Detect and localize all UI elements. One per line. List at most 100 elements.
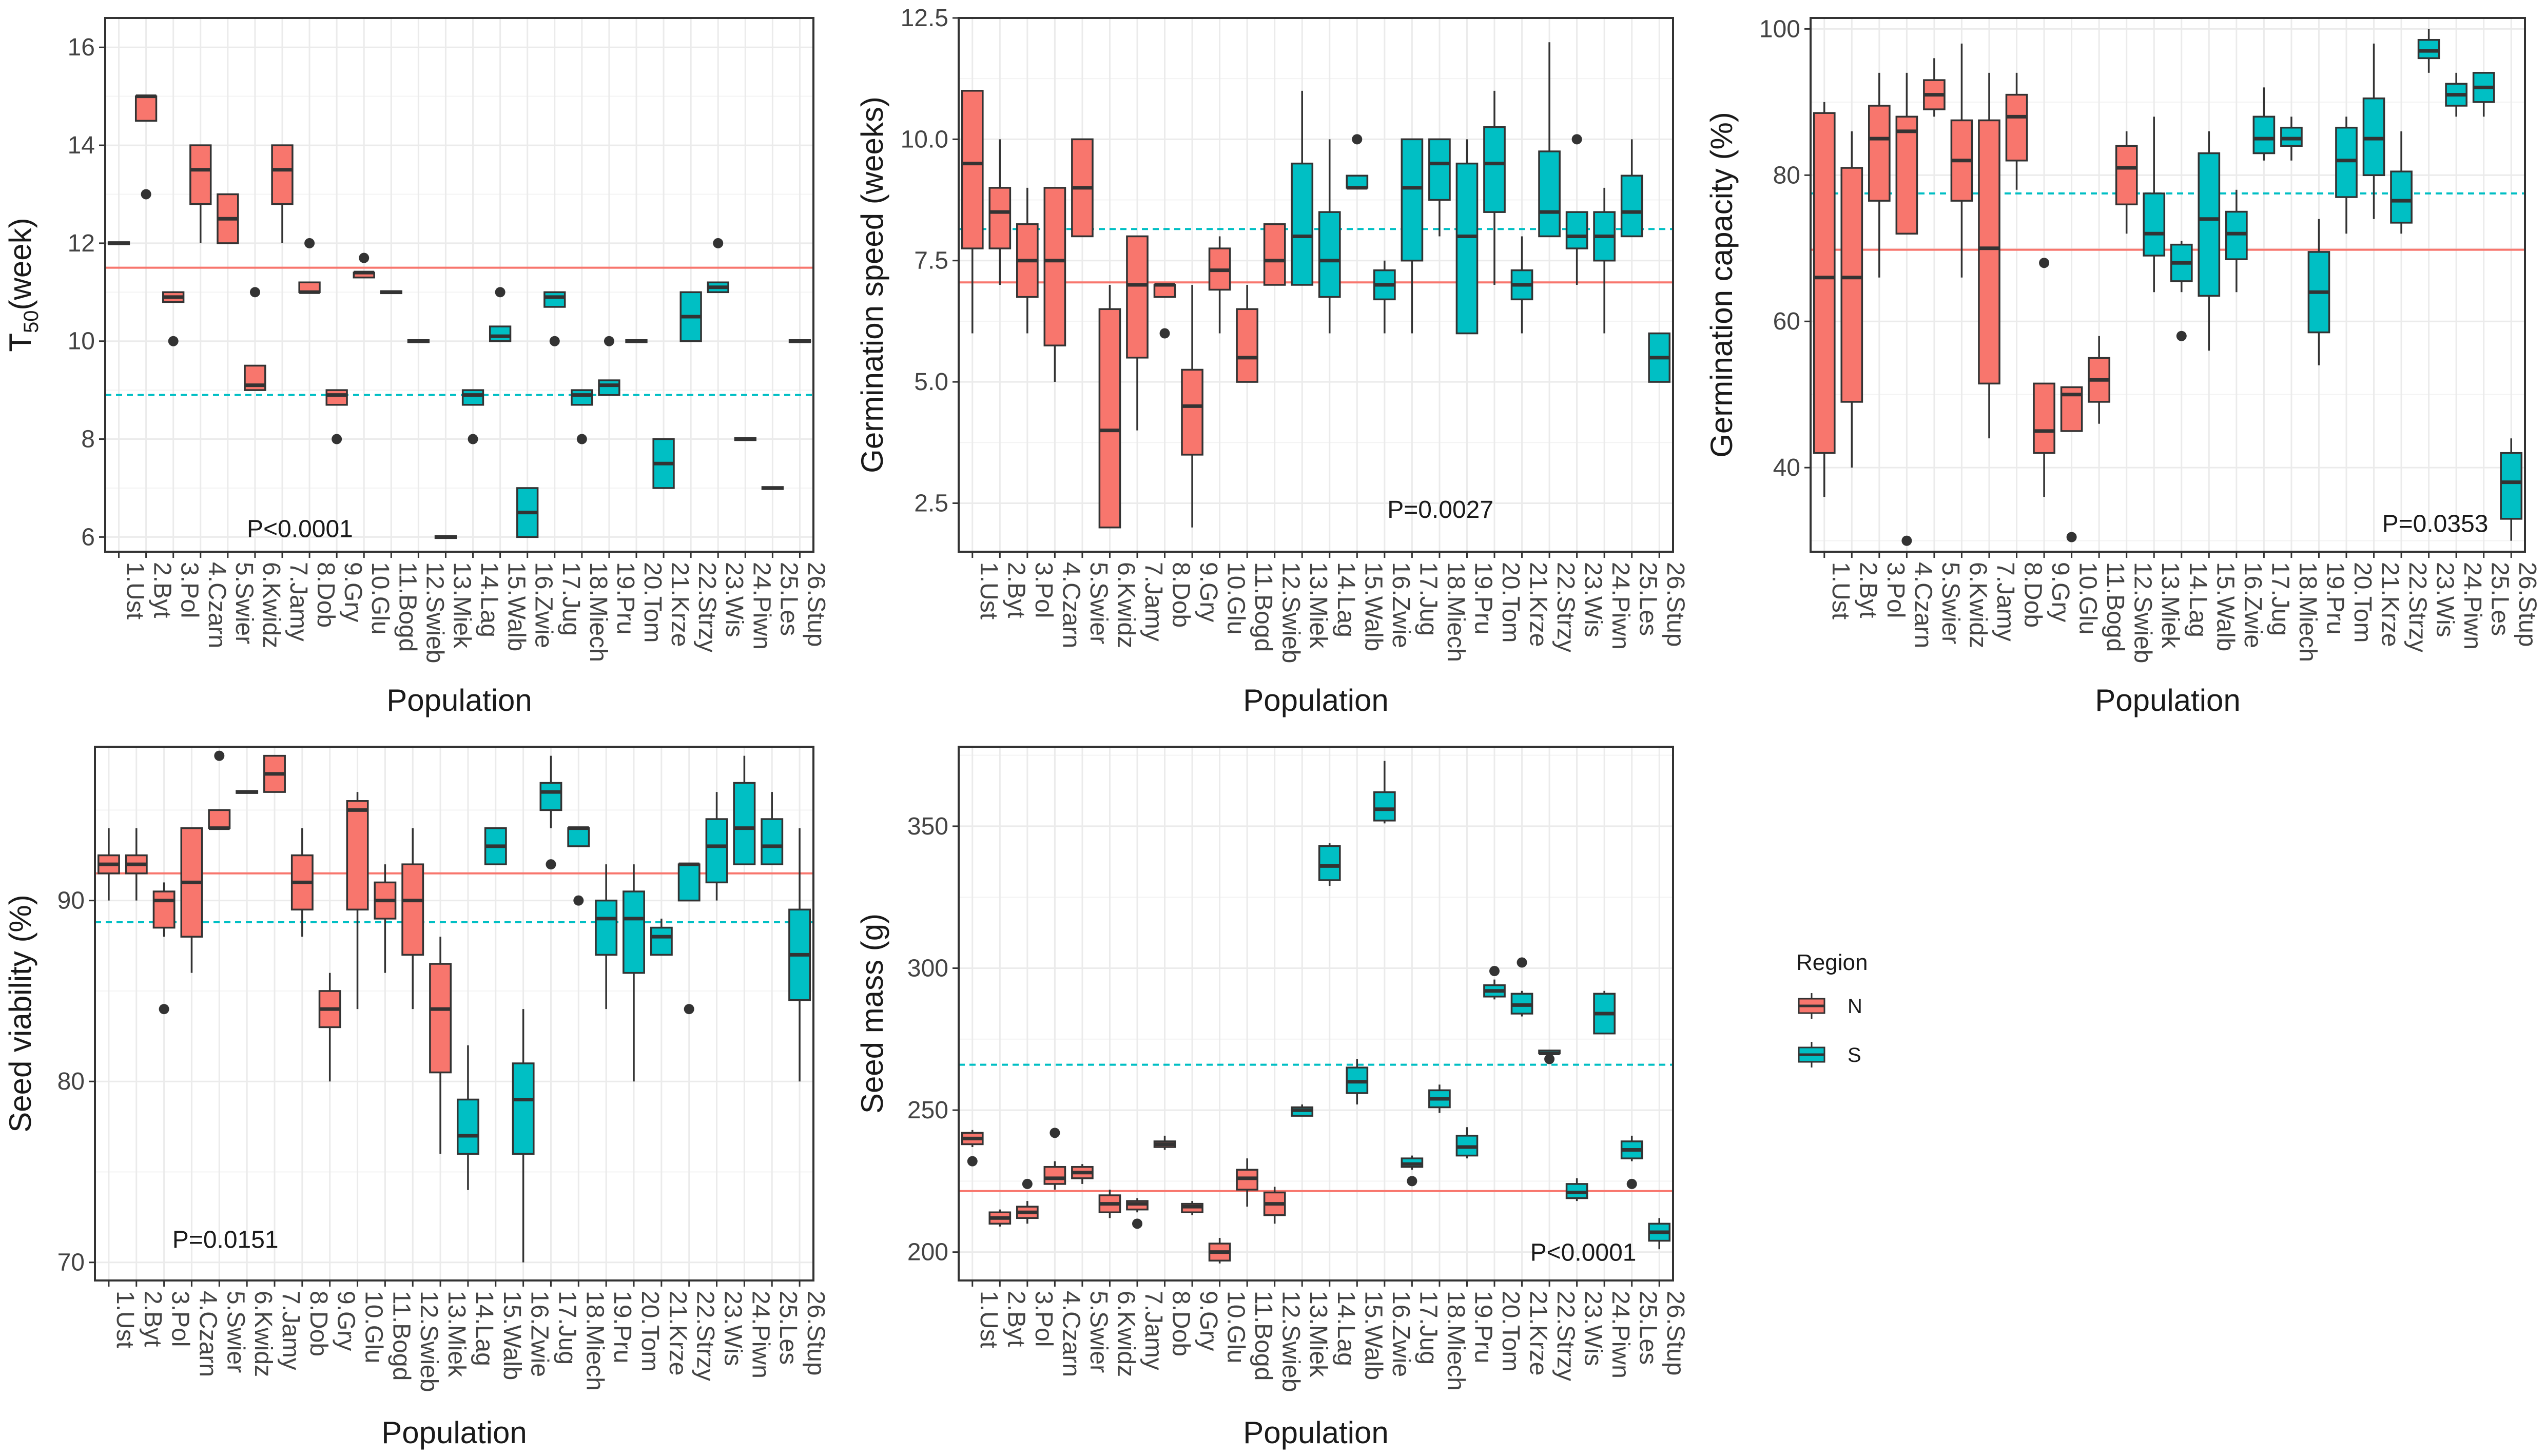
box-22.Strzy (679, 291, 702, 342)
x-tick-label: 26.Stup (2514, 562, 2541, 647)
x-tick-label: 8.Dob (1168, 562, 1195, 628)
x-tick-label: 26.Stup (802, 562, 829, 647)
x-tick-label: 2.Byt (1854, 562, 1881, 618)
x-tick-label: 26.Stup (1662, 562, 1689, 647)
x-tick-label: 7.Jamy (277, 1291, 304, 1370)
y-axis-title: Seed viability (%) (3, 895, 37, 1133)
box-22.Strzy (1538, 1050, 1561, 1064)
box-16.Zwie (512, 1009, 535, 1263)
y-tick-label: 5.0 (914, 368, 948, 396)
y-tick-label: 12.5 (901, 5, 948, 32)
outlier-point (1050, 1128, 1060, 1138)
box-1.Ust (961, 1130, 984, 1167)
chart-panel-4: 70 80 90 1.Ust 2.Byt 3.Pol 4.Czarn 5.Swier 6.Kwi… (3, 746, 829, 1450)
box-body (650, 926, 673, 956)
box-body (208, 809, 231, 829)
box-17.Jug (1401, 138, 1424, 334)
box-18.Miech (1428, 1084, 1451, 1113)
x-tick-label: 21.Krze (666, 562, 693, 647)
outlier-point (967, 1156, 978, 1167)
x-tick-label: 25.Les (775, 562, 802, 636)
x-tick-label: 26.Stup (1662, 1291, 1689, 1375)
x-tick-label: 4.Czarn (1057, 562, 1084, 648)
box-3.Pol (1016, 187, 1039, 334)
outlier-point (1571, 134, 1582, 145)
x-tick-label: 8.Dob (2019, 562, 2047, 628)
x-tick-label: 21.Krze (1525, 1291, 1552, 1375)
box-17.Jug (1401, 1155, 1424, 1187)
panel-border (1810, 17, 2526, 553)
box-2.Byt (1840, 131, 1863, 468)
box-5.Swier (1071, 138, 1094, 238)
x-tick-label: 20.Tom (639, 562, 666, 643)
x-tick-label: 14.Lag (1332, 1291, 1359, 1366)
box-23.Wis (2417, 29, 2440, 73)
outlier-point (1517, 957, 1527, 968)
box-2.Byt (125, 828, 148, 901)
box-7.Jamy (1126, 235, 1149, 431)
box-3.Pol (152, 882, 176, 1015)
box-body (1318, 845, 1341, 881)
box-26.Stup (788, 828, 811, 1082)
box-body (2115, 145, 2138, 206)
box-22.Strzy (2390, 131, 2413, 234)
y-tick-label: 10.0 (901, 126, 948, 153)
box-26.Stup (2500, 438, 2523, 541)
outlier-point (1159, 328, 1170, 339)
x-tick-label: 10.Glu (360, 1291, 387, 1363)
box-6.Kwidz (244, 287, 266, 391)
box-body (1098, 308, 1121, 529)
box-2.Byt (134, 94, 158, 200)
x-tick-label: 6.Kwidz (1112, 1291, 1139, 1377)
x-tick-label: 17.Jug (553, 1291, 580, 1365)
box-body (1373, 791, 1396, 822)
outlier-point (2039, 258, 2050, 268)
outlier-point (1626, 1178, 1637, 1189)
x-tick-label: 4.Czarn (1057, 1291, 1084, 1377)
x-axis-title: Population (1243, 683, 1389, 717)
box-23.Wis (1565, 134, 1588, 285)
x-tick-label: 18.Miech (585, 562, 612, 662)
box-body (346, 800, 369, 911)
box-body (1538, 150, 1561, 238)
box-13.Miek (434, 535, 457, 539)
box-body (1620, 174, 1643, 238)
x-tick-label: 22.Strzy (2404, 562, 2431, 652)
box-2.Byt (988, 1209, 1012, 1227)
x-tick-label: 24.Piwn (748, 562, 775, 650)
box-20.Tom (625, 339, 648, 343)
x-tick-label: 1.Ust (1827, 562, 1854, 619)
outlier-point (159, 1004, 169, 1015)
box-12.Swieb (407, 339, 430, 343)
box-body (1126, 235, 1149, 359)
x-tick-label: 5.Swier (222, 1291, 249, 1373)
box-20.Tom (623, 864, 645, 1082)
y-tick-label: 70 (57, 1249, 85, 1276)
y-tick-label: 16 (68, 34, 95, 61)
x-tick-label: 8.Dob (312, 562, 339, 628)
box-9.Gry (2033, 258, 2055, 497)
box-body (1978, 119, 2000, 385)
x-tick-label: 5.Swier (1085, 1291, 1112, 1373)
x-axis-title: Population (1243, 1415, 1389, 1450)
box-1.Ust (961, 90, 984, 334)
box-15.Walb (1346, 1059, 1369, 1105)
y-tick-label: 200 (907, 1239, 948, 1266)
x-tick-label: 23.Wis (720, 1291, 747, 1366)
box-22.Strzy (1538, 42, 1561, 238)
y-tick-label: 14 (68, 132, 95, 159)
box-21.Krze (650, 918, 673, 956)
box-body (705, 818, 728, 884)
x-tick-label: 4.Czarn (1909, 562, 1936, 648)
x-tick-label: 1.Ust (975, 1291, 1002, 1348)
y-axis-title-main: T (3, 333, 37, 352)
box-body (677, 863, 701, 902)
box-body (2252, 115, 2276, 154)
y-tick-label: 80 (57, 1068, 85, 1095)
box-12.Swieb (1263, 1187, 1286, 1224)
x-tick-label: 25.Les (1635, 562, 1662, 636)
outlier-point (304, 238, 315, 248)
y-axis-title-subscript: 50 (20, 310, 43, 333)
x-tick-label: 18.Miech (581, 1291, 608, 1391)
plot-area (95, 747, 813, 1280)
